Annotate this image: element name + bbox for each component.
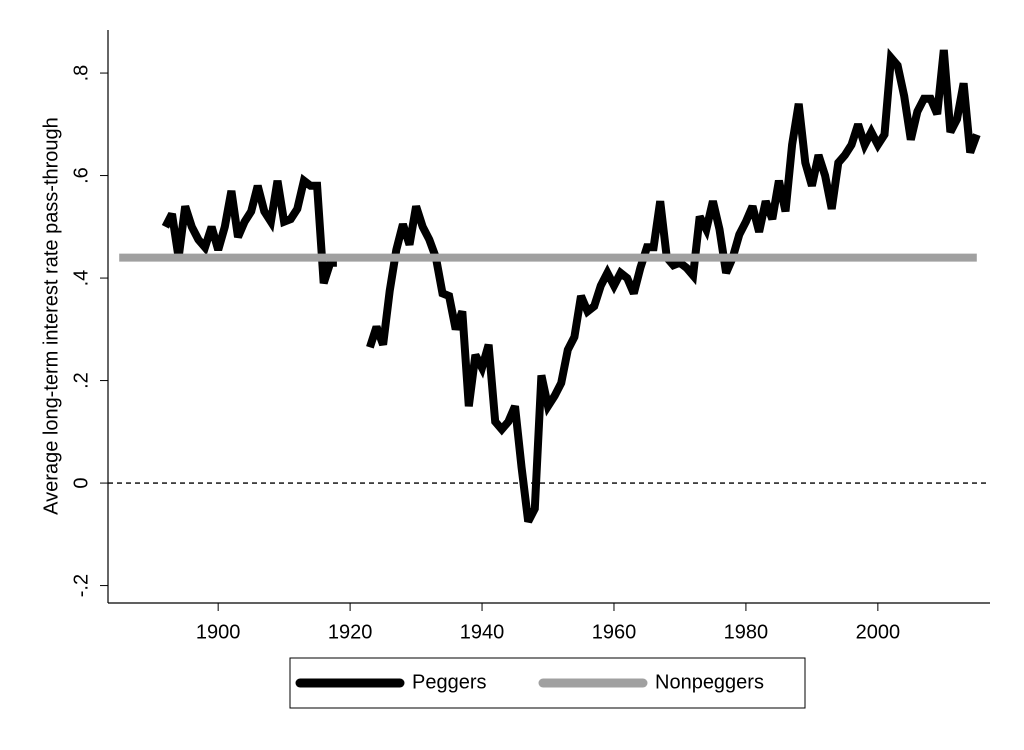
y-tick-label: .8 [70, 65, 92, 82]
y-tick-label: .6 [70, 167, 92, 184]
legend-label: Peggers [412, 671, 487, 693]
x-tick-label: 1940 [460, 621, 505, 643]
y-tick-label: 0 [70, 478, 92, 489]
y-tick-label: .4 [70, 270, 92, 287]
x-tick-label: 1900 [196, 621, 241, 643]
x-tick-label: 1960 [592, 621, 637, 643]
x-tick-label: 2000 [856, 621, 901, 643]
series-line [161, 47, 981, 524]
y-axis-label: Average long-term interest rate pass-thr… [40, 117, 62, 515]
legend-label: Nonpeggers [655, 671, 764, 693]
y-tick-label: -.2 [70, 574, 92, 597]
y-tick-label: .2 [70, 372, 92, 389]
x-tick-label: 1920 [328, 621, 373, 643]
x-tick-label: 1980 [724, 621, 769, 643]
